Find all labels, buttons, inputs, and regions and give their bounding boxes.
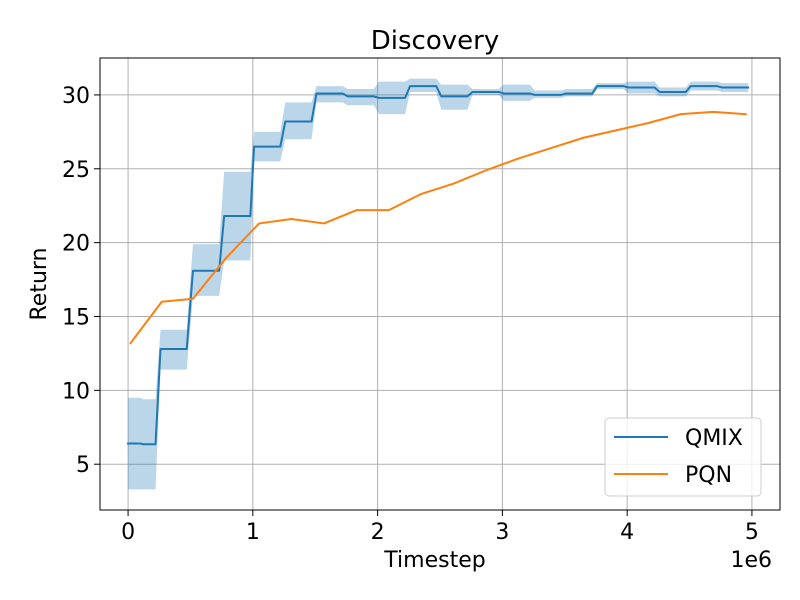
y-tick-label: 5 bbox=[76, 453, 90, 478]
plot-frame bbox=[99, 57, 781, 511]
y-tick-label: 30 bbox=[62, 84, 90, 109]
x-tick-label: 1 bbox=[246, 520, 260, 545]
x-axis-offset-label: 1e6 bbox=[730, 548, 772, 573]
y-tick-label: 20 bbox=[62, 232, 90, 257]
x-axis-label: Timestep bbox=[383, 548, 485, 573]
y-tick-label: 25 bbox=[62, 158, 90, 183]
y-tick-label: 10 bbox=[62, 379, 90, 404]
chart-title: Discovery bbox=[371, 26, 499, 56]
series-lines-layer bbox=[127, 85, 750, 446]
legend-label-pqn: PQN bbox=[685, 463, 732, 488]
x-tick-label: 0 bbox=[121, 520, 135, 545]
y-ticks: 5 10 15 20 25 30 bbox=[62, 84, 100, 478]
grid-lines bbox=[100, 58, 780, 510]
y-axis-label: Return bbox=[27, 247, 52, 320]
x-tick-label: 2 bbox=[371, 520, 385, 545]
x-ticks: 0 1 2 3 4 5 bbox=[121, 510, 759, 545]
x-tick-label: 5 bbox=[745, 520, 759, 545]
series-line-pqn bbox=[129, 110, 747, 345]
legend-label-qmix: QMIX bbox=[685, 426, 743, 451]
x-tick-label: 3 bbox=[495, 520, 509, 545]
x-tick-label: 4 bbox=[620, 520, 634, 545]
legend: QMIX PQN bbox=[604, 417, 762, 497]
y-tick-label: 15 bbox=[62, 305, 90, 330]
